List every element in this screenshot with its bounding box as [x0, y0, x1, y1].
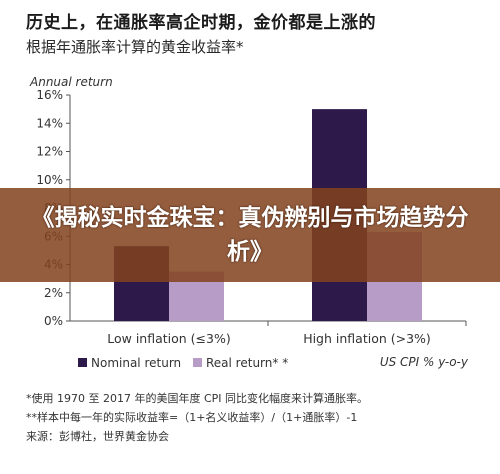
y-tick-label: 12%: [36, 145, 63, 159]
y-tick-label: 10%: [36, 173, 63, 187]
banner-text: 《揭秘实时金珠宝：真伪辨别与市场趋势分析》: [31, 205, 469, 265]
footnotes: *使用 1970 至 2017 年的美国年度 CPI 同比变化幅度来计算通胀率。…: [26, 389, 368, 446]
legend-label: Nominal return: [91, 356, 181, 370]
x-tick-label: High inflation (>3%): [303, 331, 431, 346]
legend-swatch: [193, 358, 202, 367]
y-tick-label: 2%: [44, 286, 63, 300]
footnote-3: 来源：彭博社，世界黄金协会: [26, 430, 169, 443]
overlay-banner: 《揭秘实时金珠宝：真伪辨别与市场趋势分析》: [0, 188, 500, 282]
footnote-2: **样本中每一年的实际收益率=（1+名义收益率）/（1+通胀率）-1: [26, 411, 358, 424]
legend-swatch: [78, 358, 87, 367]
y-tick-label: 0%: [44, 314, 63, 328]
page-subtitle: 根据年通胀率计算的黄金收益率*: [26, 38, 244, 56]
y-tick-label: 16%: [36, 88, 63, 102]
footnote-1: *使用 1970 至 2017 年的美国年度 CPI 同比变化幅度来计算通胀率。: [26, 392, 369, 405]
x-tick-label: Low inflation (≤3%): [107, 331, 231, 346]
legend-label: Real return* *: [206, 356, 288, 370]
page-title: 历史上，在通胀率高企时期，金价都是上涨的: [26, 13, 376, 33]
y-tick-label: 14%: [36, 116, 63, 130]
chart-annotation: US CPI % y-o-y: [380, 355, 469, 369]
y-axis-label: Annual return: [29, 75, 113, 89]
